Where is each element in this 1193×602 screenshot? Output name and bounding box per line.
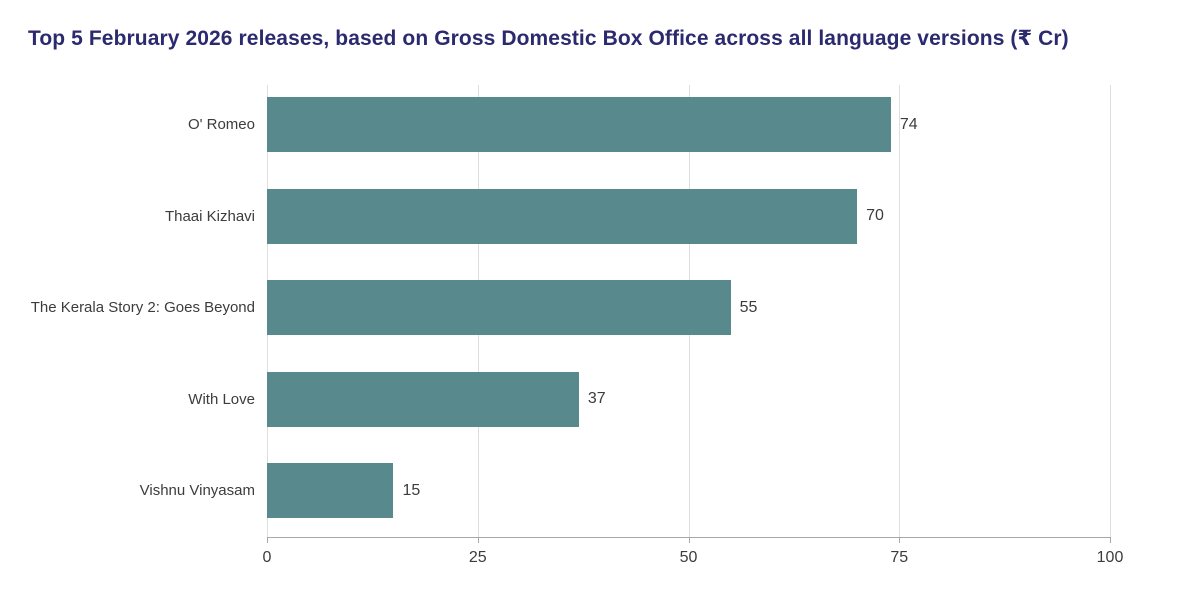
category-label: With Love <box>188 390 255 408</box>
x-tick-mark <box>1110 537 1111 543</box>
x-tick-label: 25 <box>468 549 487 566</box>
x-tick-mark <box>688 537 690 543</box>
bar-4 <box>267 371 579 427</box>
x-tick-mark <box>477 537 479 543</box>
value-label: 55 <box>739 298 758 316</box>
value-label: 70 <box>866 207 884 224</box>
x-tick-label: 50 <box>679 549 698 566</box>
bar-1 <box>267 97 891 152</box>
value-label: 37 <box>587 390 606 407</box>
plot-area: O' Romeo 74 Thaai Kizhavi 70 The Kerala Stor… <box>31 85 1123 566</box>
gridline-100 <box>1110 85 1111 537</box>
x-tick-label: 75 <box>890 549 909 566</box>
category-label: O' Romeo <box>187 116 255 133</box>
x-tick-label: 0 <box>262 549 272 566</box>
gridline-75 <box>899 85 901 537</box>
category-label: Thaai Kizhavi <box>164 207 255 225</box>
bar-2 <box>267 188 858 244</box>
bar-3 <box>267 280 731 335</box>
value-label: 74 <box>899 115 918 133</box>
chart-title: Top 5 February 2026 releases, based on G… <box>28 27 1069 50</box>
category-label: The Kerala Story 2: Goes Beyond <box>30 299 255 316</box>
bar-5 <box>267 463 394 518</box>
category-label: Vishnu Vinyasam <box>139 482 255 499</box>
value-label: 15 <box>402 481 421 499</box>
x-tick-label: 100 <box>1096 549 1124 566</box>
x-tick-mark <box>267 537 268 543</box>
x-tick-mark <box>899 537 901 543</box>
